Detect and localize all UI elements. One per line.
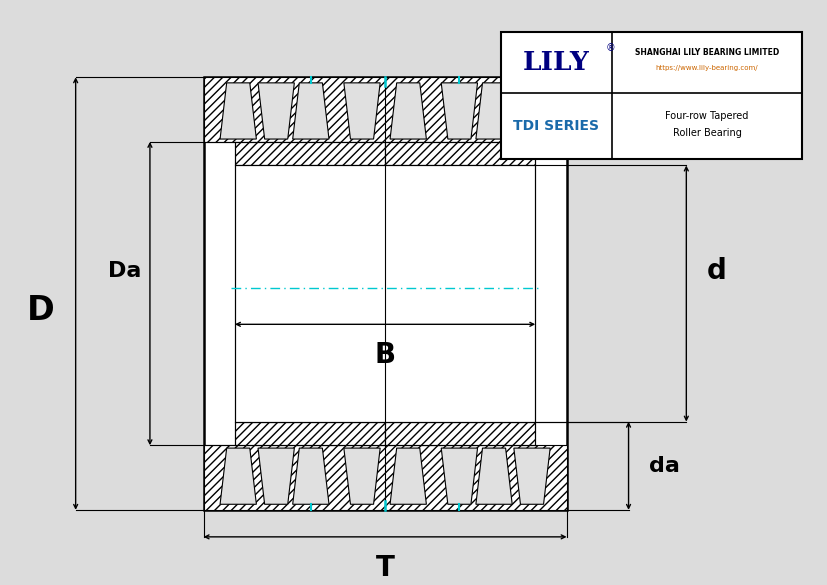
Polygon shape <box>441 83 477 139</box>
Text: Four-row Tapered: Four-row Tapered <box>664 111 748 121</box>
Bar <box>385 142 535 166</box>
Polygon shape <box>220 448 256 504</box>
Bar <box>235 142 385 166</box>
Polygon shape <box>514 448 549 504</box>
Text: B: B <box>374 341 395 369</box>
Text: TDI SERIES: TDI SERIES <box>513 119 599 133</box>
Text: SHANGHAI LILY BEARING LIMITED: SHANGHAI LILY BEARING LIMITED <box>634 48 778 57</box>
Text: D: D <box>27 294 55 327</box>
Polygon shape <box>441 448 477 504</box>
Text: d: d <box>706 257 726 285</box>
Text: T: T <box>375 554 394 581</box>
Polygon shape <box>292 83 328 139</box>
Text: Da: Da <box>108 261 141 281</box>
Text: da: da <box>648 456 679 476</box>
Polygon shape <box>220 83 256 139</box>
Polygon shape <box>476 83 512 139</box>
Bar <box>203 77 566 142</box>
Bar <box>235 422 385 445</box>
Polygon shape <box>390 83 426 139</box>
Polygon shape <box>390 448 426 504</box>
Polygon shape <box>476 448 512 504</box>
Bar <box>203 77 566 510</box>
Bar <box>500 32 801 159</box>
Polygon shape <box>292 448 328 504</box>
Bar <box>203 445 566 510</box>
Polygon shape <box>514 83 549 139</box>
Text: Roller Bearing: Roller Bearing <box>672 128 740 137</box>
Text: LILY: LILY <box>523 50 589 75</box>
Bar <box>235 166 535 422</box>
Polygon shape <box>343 83 380 139</box>
Text: https://www.lily-bearing.com/: https://www.lily-bearing.com/ <box>655 66 758 71</box>
Polygon shape <box>258 83 294 139</box>
Polygon shape <box>343 448 380 504</box>
Text: ®: ® <box>605 44 614 54</box>
Bar <box>385 422 535 445</box>
Polygon shape <box>258 448 294 504</box>
